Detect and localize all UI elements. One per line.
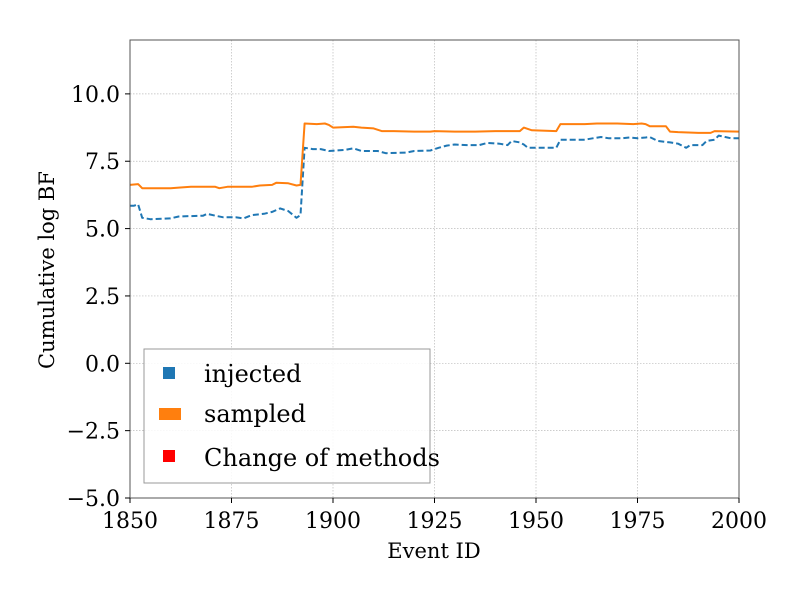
x-tick-label: 1850 <box>102 509 158 534</box>
y-tick-label: −5.0 <box>67 487 120 512</box>
legend-label-change-of-methods: Change of methods <box>204 444 440 472</box>
x-axis-ticks: 1850 1875 1900 1925 1950 1975 2000 <box>102 498 767 534</box>
legend-swatch-change-of-methods <box>163 450 175 462</box>
legend-label-injected: injected <box>204 360 301 388</box>
series-line-sampled <box>129 122 740 190</box>
legend: injected sampled Change of methods <box>143 348 440 484</box>
legend-label-sampled: sampled <box>204 400 306 428</box>
legend-box <box>143 348 431 484</box>
x-axis-label: Event ID <box>387 539 480 563</box>
x-tick-label: 1925 <box>407 509 463 534</box>
x-tick-label: 1875 <box>204 509 260 534</box>
y-axis-ticks: −5.0 −2.5 0.0 2.5 5.0 7.5 10.0 <box>67 83 130 512</box>
x-tick-label: 1950 <box>508 509 564 534</box>
x-tick-label: 1900 <box>305 509 361 534</box>
y-tick-label: 7.5 <box>85 150 120 175</box>
y-axis-label: Cumulative log BF <box>35 171 59 369</box>
legend-swatch-sampled <box>159 408 181 420</box>
legend-swatch-injected <box>163 367 175 379</box>
y-tick-label: −2.5 <box>67 420 120 445</box>
y-tick-label: 5.0 <box>85 218 120 243</box>
x-tick-label: 2000 <box>711 509 767 534</box>
series-line-injected <box>130 134 739 221</box>
y-tick-label: 2.5 <box>85 285 120 310</box>
x-tick-label: 1975 <box>610 509 666 534</box>
series-lines <box>129 122 740 221</box>
y-tick-label: 10.0 <box>71 83 120 108</box>
y-tick-label: 0.0 <box>85 352 120 377</box>
